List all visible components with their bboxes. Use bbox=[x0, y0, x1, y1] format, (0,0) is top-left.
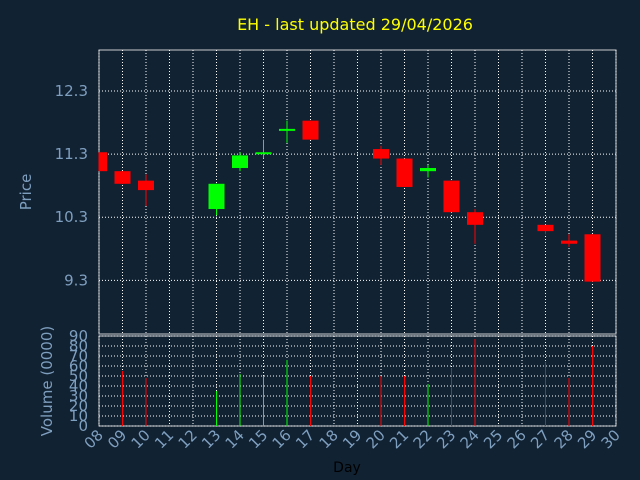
candle-body bbox=[561, 240, 577, 244]
candle-body bbox=[138, 180, 154, 191]
candle-body bbox=[232, 155, 248, 169]
candle bbox=[373, 145, 389, 165]
candle bbox=[208, 183, 225, 216]
x-tick-label: 26 bbox=[504, 426, 530, 452]
x-tick-label: 13 bbox=[198, 426, 224, 452]
candle bbox=[396, 158, 413, 187]
candle bbox=[232, 152, 248, 172]
x-tick-label: 28 bbox=[551, 426, 577, 452]
x-tick-label: 17 bbox=[292, 426, 318, 452]
volume-y-tick-label: 30 bbox=[69, 387, 88, 405]
candle-body bbox=[420, 168, 436, 172]
candle bbox=[584, 234, 601, 282]
x-tick-label: 23 bbox=[433, 426, 459, 452]
volume-bars bbox=[122, 339, 593, 426]
x-tick-label: 12 bbox=[175, 426, 201, 452]
x-tick-label: 22 bbox=[410, 426, 436, 452]
candle-body bbox=[467, 212, 483, 225]
price-y-tick-label: 9.3 bbox=[64, 271, 88, 289]
price-y-tick-label: 10.3 bbox=[55, 208, 88, 226]
x-tick-label: 21 bbox=[386, 426, 412, 452]
x-tick-label: 24 bbox=[457, 426, 483, 452]
candle-body bbox=[279, 128, 295, 131]
x-tick-label: 25 bbox=[480, 426, 506, 452]
chart-title: EH - last updated 29/04/2026 bbox=[237, 15, 473, 34]
candle-body bbox=[208, 183, 225, 210]
candle-body bbox=[373, 149, 389, 159]
candle-body bbox=[114, 171, 131, 184]
x-tick-label: 15 bbox=[245, 426, 271, 452]
x-ticks: 0809101112131415161718192021222324252627… bbox=[81, 426, 624, 452]
x-tick-label: 27 bbox=[527, 426, 553, 452]
candle-body bbox=[255, 152, 272, 155]
candle-body bbox=[537, 224, 554, 232]
candle bbox=[561, 234, 577, 247]
candle bbox=[98, 152, 107, 172]
price-grid bbox=[98, 49, 617, 335]
volume-axis-label: Volume (0000) bbox=[38, 326, 56, 436]
x-tick-label: 29 bbox=[574, 426, 600, 452]
x-tick-label: 30 bbox=[598, 426, 624, 452]
x-tick-label: 18 bbox=[316, 426, 342, 452]
volume-y-tick-label: 10 bbox=[69, 407, 88, 425]
candle bbox=[279, 120, 295, 143]
candle bbox=[302, 120, 319, 140]
x-tick-label: 10 bbox=[128, 426, 154, 452]
volume-y-tick-label: 40 bbox=[69, 377, 88, 395]
candle bbox=[138, 174, 154, 206]
x-tick-label: 09 bbox=[104, 426, 130, 452]
volume-y-tick-label: 70 bbox=[69, 347, 88, 365]
x-tick-label: 19 bbox=[339, 426, 365, 452]
price-y-tick-label: 11.3 bbox=[55, 145, 88, 163]
price-y-ticks: 12.3 11.3 10.3 9.3 bbox=[55, 82, 88, 289]
volume-grid bbox=[98, 335, 617, 427]
candle bbox=[420, 164, 436, 178]
price-axis-label: Price bbox=[17, 174, 35, 211]
volume-y-tick-label: 50 bbox=[69, 367, 88, 385]
candle bbox=[537, 224, 554, 235]
price-y-tick-label: 12.3 bbox=[55, 82, 88, 100]
x-axis-label: Day bbox=[333, 460, 361, 476]
candle-body bbox=[584, 234, 601, 282]
candle-body bbox=[443, 180, 460, 213]
volume-y-tick-label: 60 bbox=[69, 357, 88, 375]
candle-body bbox=[302, 120, 319, 140]
x-tick-label: 14 bbox=[222, 426, 248, 452]
candle-body bbox=[99, 152, 107, 172]
candle-body bbox=[396, 158, 413, 187]
candle bbox=[255, 139, 272, 159]
volume-y-tick-label: 0 bbox=[78, 417, 88, 435]
candle bbox=[114, 171, 131, 184]
price-candles bbox=[98, 120, 601, 282]
x-tick-label: 16 bbox=[269, 426, 295, 452]
volume-y-tick-label: 90 bbox=[69, 327, 88, 345]
candle bbox=[443, 180, 460, 213]
candle bbox=[467, 209, 483, 244]
volume-y-tick-label: 80 bbox=[69, 337, 88, 355]
x-tick-label: 11 bbox=[151, 426, 177, 452]
x-tick-label: 20 bbox=[363, 426, 389, 452]
volume-y-tick-label: 20 bbox=[69, 397, 88, 415]
